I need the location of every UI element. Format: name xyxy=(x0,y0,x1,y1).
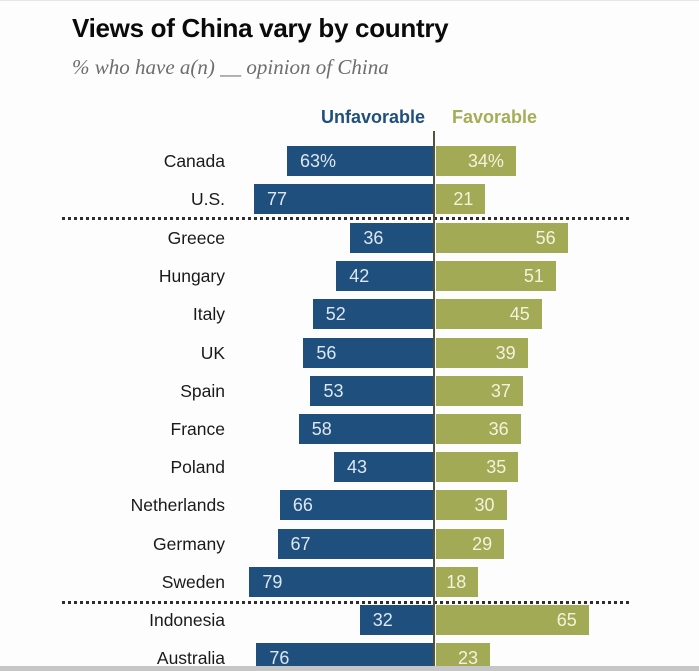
favorable-value: 37 xyxy=(490,380,511,401)
country-row: Indonesia 32 65 xyxy=(0,605,699,635)
unfavorable-bar: 63% xyxy=(286,146,435,176)
unfavorable-value: 56 xyxy=(316,342,337,363)
unfavorable-bar: 77 xyxy=(254,184,435,215)
favorable-value: 23 xyxy=(458,648,479,669)
unfavorable-value: 32 xyxy=(372,610,393,630)
favorable-bar: 56 xyxy=(436,223,568,253)
country-label: UK xyxy=(200,342,225,363)
unfavorable-value: 66 xyxy=(292,495,313,516)
country-row: Sweden 79 18 xyxy=(0,566,699,597)
favorable-value: 45 xyxy=(509,304,530,325)
favorable-bar: 29 xyxy=(436,528,505,559)
country-row: Netherlands 66 30 xyxy=(0,490,699,521)
unfavorable-bar: 42 xyxy=(336,261,435,292)
unfavorable-bar: 56 xyxy=(303,337,435,368)
unfavorable-value: 58 xyxy=(311,419,332,439)
unfavorable-bar: 58 xyxy=(298,414,435,444)
unfavorable-value: 67 xyxy=(290,533,311,554)
favorable-value: 18 xyxy=(446,571,467,592)
section-divider xyxy=(62,601,630,604)
unfavorable-value: 76 xyxy=(269,648,290,669)
favorable-value: 51 xyxy=(523,266,544,287)
favorable-value: 65 xyxy=(556,610,577,630)
country-label: Greece xyxy=(167,228,225,248)
unfavorable-value: 36 xyxy=(363,228,384,248)
country-row: Greece 36 56 xyxy=(0,223,699,253)
unfavorable-bar: 53 xyxy=(310,375,435,406)
country-row: Australia 76 23 xyxy=(0,643,699,671)
favorable-bar: 36 xyxy=(436,414,521,444)
unfavorable-value: 77 xyxy=(267,189,288,210)
country-label: U.S. xyxy=(190,189,225,210)
page-title: Views of China vary by country xyxy=(72,13,449,43)
country-label: Netherlands xyxy=(130,495,225,516)
favorable-bar: 34% xyxy=(436,146,516,176)
country-row: Canada 63% 34% xyxy=(0,146,699,176)
favorable-value: 21 xyxy=(453,189,474,210)
screenshot-bottom-edge xyxy=(0,666,699,671)
favorable-value: 36 xyxy=(488,419,509,439)
unfavorable-bar: 52 xyxy=(312,299,435,330)
favorable-value: 39 xyxy=(495,342,516,363)
unfavorable-value: 79 xyxy=(262,571,283,592)
favorable-bar: 39 xyxy=(436,337,528,368)
unfavorable-value: 63% xyxy=(299,151,336,171)
legend-label-unfavorable: Unfavorable xyxy=(320,107,425,127)
country-label: Sweden xyxy=(161,571,225,592)
unfavorable-bar: 67 xyxy=(277,528,435,559)
favorable-bar: 30 xyxy=(436,490,507,521)
country-label: Germany xyxy=(153,533,225,554)
favorable-bar: 35 xyxy=(436,452,519,483)
country-row: Italy 52 45 xyxy=(0,299,699,330)
favorable-bar: 18 xyxy=(436,566,479,597)
favorable-bar: 51 xyxy=(436,261,556,292)
country-row: France 58 36 xyxy=(0,414,699,444)
country-label: Poland xyxy=(170,457,226,478)
country-label: Italy xyxy=(192,304,225,325)
favorable-bar: 45 xyxy=(436,299,542,330)
country-row: Spain 53 37 xyxy=(0,375,699,406)
country-row: Poland 43 35 xyxy=(0,452,699,483)
favorable-value: 56 xyxy=(535,228,556,248)
favorable-value: 30 xyxy=(474,495,495,516)
unfavorable-bar: 32 xyxy=(359,605,435,635)
country-label: Indonesia xyxy=(149,610,225,630)
country-label: Australia xyxy=(156,648,225,669)
favorable-value: 29 xyxy=(472,533,493,554)
unfavorable-value: 43 xyxy=(346,457,367,478)
favorable-value: 34% xyxy=(467,151,504,171)
unfavorable-value: 52 xyxy=(325,304,346,325)
unfavorable-bar: 79 xyxy=(249,566,435,597)
chart-subtitle: % who have a(n) __ opinion of China xyxy=(72,55,389,79)
favorable-bar: 65 xyxy=(436,605,589,635)
unfavorable-value: 53 xyxy=(323,380,344,401)
favorable-value: 35 xyxy=(486,457,507,478)
section-divider xyxy=(62,216,630,220)
country-label: Spain xyxy=(180,380,225,401)
country-row: Hungary 42 51 xyxy=(0,261,699,292)
country-label: France xyxy=(170,419,225,439)
country-row: U.S. 77 21 xyxy=(0,184,699,215)
legend-label-favorable: Favorable xyxy=(452,107,538,127)
unfavorable-bar: 43 xyxy=(333,452,435,483)
favorable-bar: 21 xyxy=(436,184,486,215)
country-row: Germany 67 29 xyxy=(0,528,699,559)
country-label: Canada xyxy=(163,151,225,171)
center-axis-line xyxy=(433,131,435,671)
unfavorable-value: 42 xyxy=(349,266,370,287)
unfavorable-bar: 36 xyxy=(350,223,435,253)
country-label: Hungary xyxy=(158,266,225,287)
unfavorable-bar: 66 xyxy=(279,490,435,521)
country-row: UK 56 39 xyxy=(0,337,699,368)
favorable-bar: 37 xyxy=(436,375,523,406)
